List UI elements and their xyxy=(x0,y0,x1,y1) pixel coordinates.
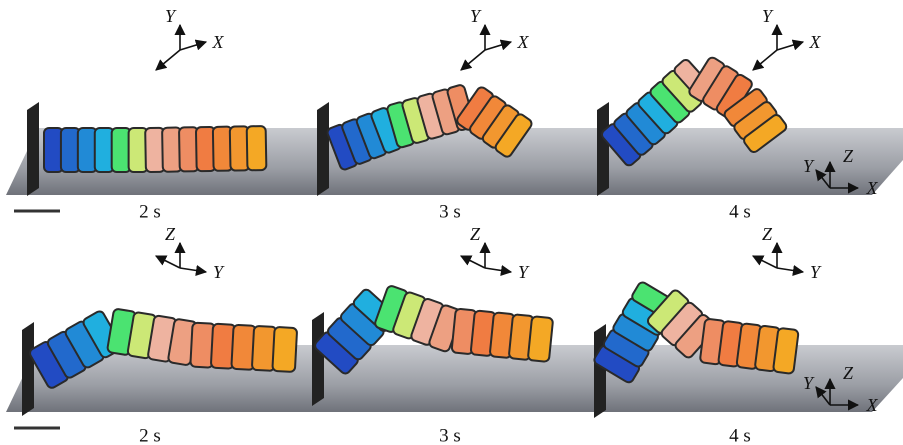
axis-arrow xyxy=(461,256,485,268)
axis-label: Z xyxy=(165,224,176,244)
time-label: 2 s xyxy=(139,425,161,445)
axis-label: X xyxy=(809,32,822,52)
robot-segment xyxy=(773,328,799,374)
axis-arrow xyxy=(461,50,485,70)
axis-arrow xyxy=(777,268,803,272)
axis-label: Y xyxy=(518,262,530,282)
time-label: 3 s xyxy=(439,425,461,445)
axis-label: Y xyxy=(762,6,774,26)
axis-arrow xyxy=(156,256,180,268)
axis-label: Y xyxy=(470,6,482,26)
axis-arrow xyxy=(485,42,511,50)
axis-label: X xyxy=(866,178,879,198)
axis-label: X xyxy=(866,395,879,415)
time-label: 4 s xyxy=(729,425,751,445)
axis-arrow xyxy=(180,42,206,50)
axis-arrow xyxy=(753,50,777,70)
axis-label: X xyxy=(212,32,225,52)
axis-arrow xyxy=(180,268,206,272)
axis-arrow xyxy=(753,256,777,268)
axis-label: Z xyxy=(470,224,481,244)
axis-label: Z xyxy=(762,224,773,244)
figure: 2 sYX3 sYX4 sYXYZX2 sZY3 sZY4 sZYYZX xyxy=(0,0,903,445)
wall-plate xyxy=(317,102,329,196)
axis-label: Z xyxy=(843,363,854,383)
axis-label: Y xyxy=(213,262,225,282)
robot-segment xyxy=(247,126,267,170)
axis-label: Y xyxy=(810,262,822,282)
time-label: 3 s xyxy=(439,201,461,222)
axis-arrow xyxy=(485,268,511,272)
time-label: 4 s xyxy=(729,201,751,222)
wall-plate xyxy=(597,102,609,196)
axis-label: Y xyxy=(165,6,177,26)
axis-arrow xyxy=(156,50,180,70)
axis-label: Z xyxy=(843,146,854,166)
robot-segment xyxy=(272,327,297,372)
axis-arrow xyxy=(777,42,803,50)
wall-plate xyxy=(27,102,39,196)
robot-segment xyxy=(528,316,553,362)
axis-label: X xyxy=(517,32,530,52)
wall-plate xyxy=(22,322,34,416)
wall-plate xyxy=(312,312,324,406)
wall-plate xyxy=(594,324,606,418)
time-label: 2 s xyxy=(139,201,161,222)
